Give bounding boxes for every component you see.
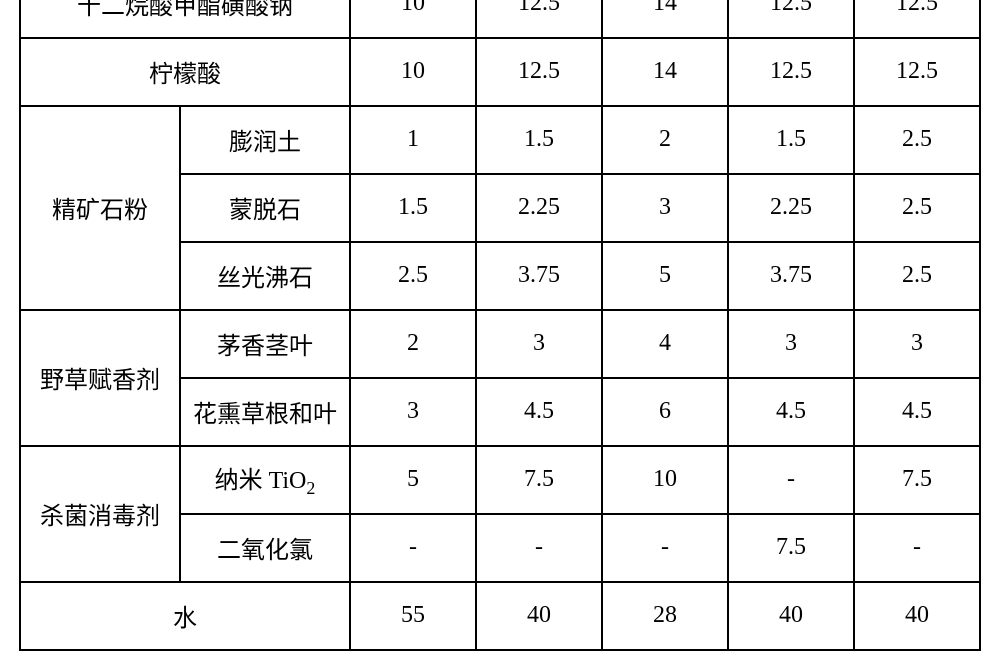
- data-cell: 5: [350, 446, 476, 514]
- data-cell: 3: [350, 378, 476, 446]
- data-cell: 14: [602, 38, 728, 106]
- sub-label: 膨润土: [180, 106, 350, 174]
- data-cell: 40: [476, 582, 602, 650]
- data-cell: 14: [602, 0, 728, 38]
- group-label: 野草赋香剂: [20, 310, 180, 446]
- data-cell: 1.5: [350, 174, 476, 242]
- data-cell: 7.5: [854, 446, 980, 514]
- data-cell: -: [728, 446, 854, 514]
- data-cell: 3: [476, 310, 602, 378]
- data-cell: 12.5: [728, 38, 854, 106]
- row-label: 柠檬酸: [20, 38, 350, 106]
- sub-label: 花熏草根和叶: [180, 378, 350, 446]
- data-cell: 2.25: [476, 174, 602, 242]
- data-cell: 1: [350, 106, 476, 174]
- data-cell: 4: [602, 310, 728, 378]
- data-cell: 2.5: [854, 106, 980, 174]
- sub-label-tio2: 纳米 TiO2: [180, 446, 350, 514]
- sub-label: 丝光沸石: [180, 242, 350, 310]
- table-row: 杀菌消毒剂 纳米 TiO2 5 7.5 10 - 7.5: [20, 446, 980, 514]
- data-cell: 7.5: [728, 514, 854, 582]
- row-label: 十二烷酸甲酯磺酸钠: [20, 0, 350, 38]
- table-row: 水 55 40 28 40 40: [20, 582, 980, 650]
- data-cell: 1.5: [476, 106, 602, 174]
- data-cell: 55: [350, 582, 476, 650]
- data-cell: 12.5: [854, 38, 980, 106]
- data-cell: 4.5: [854, 378, 980, 446]
- composition-table: 十二烷酸甲酯磺酸钠 10 12.5 14 12.5 12.5 柠檬酸 10 12…: [19, 0, 981, 651]
- data-cell: 10: [350, 38, 476, 106]
- data-cell: 3: [602, 174, 728, 242]
- table-row: 柠檬酸 10 12.5 14 12.5 12.5: [20, 38, 980, 106]
- data-cell: 2: [602, 106, 728, 174]
- data-cell: 10: [602, 446, 728, 514]
- table-row: 野草赋香剂 茅香茎叶 2 3 4 3 3: [20, 310, 980, 378]
- table-row: 十二烷酸甲酯磺酸钠 10 12.5 14 12.5 12.5: [20, 0, 980, 38]
- data-cell: 3.75: [476, 242, 602, 310]
- data-cell: 4.5: [728, 378, 854, 446]
- data-cell: 3: [728, 310, 854, 378]
- data-cell: 4.5: [476, 378, 602, 446]
- data-cell: 3.75: [728, 242, 854, 310]
- data-cell: -: [350, 514, 476, 582]
- data-cell: 2.5: [854, 174, 980, 242]
- data-cell: 40: [728, 582, 854, 650]
- data-cell: -: [476, 514, 602, 582]
- data-cell: 12.5: [476, 38, 602, 106]
- sub-label: 茅香茎叶: [180, 310, 350, 378]
- data-cell: 2.25: [728, 174, 854, 242]
- data-cell: 2.5: [854, 242, 980, 310]
- data-cell: 28: [602, 582, 728, 650]
- sub-label: 二氧化氯: [180, 514, 350, 582]
- data-cell: 10: [350, 0, 476, 38]
- data-cell: 3: [854, 310, 980, 378]
- sub-label: 蒙脱石: [180, 174, 350, 242]
- row-label: 水: [20, 582, 350, 650]
- data-cell: 5: [602, 242, 728, 310]
- data-cell: 12.5: [854, 0, 980, 38]
- data-cell: 12.5: [476, 0, 602, 38]
- data-cell: 6: [602, 378, 728, 446]
- data-cell: 1.5: [728, 106, 854, 174]
- data-cell: 40: [854, 582, 980, 650]
- table-row: 精矿石粉 膨润土 1 1.5 2 1.5 2.5: [20, 106, 980, 174]
- data-cell: 12.5: [728, 0, 854, 38]
- data-cell: -: [602, 514, 728, 582]
- data-cell: 2: [350, 310, 476, 378]
- data-cell: -: [854, 514, 980, 582]
- data-cell: 7.5: [476, 446, 602, 514]
- data-cell: 2.5: [350, 242, 476, 310]
- group-label: 精矿石粉: [20, 106, 180, 310]
- group-label: 杀菌消毒剂: [20, 446, 180, 582]
